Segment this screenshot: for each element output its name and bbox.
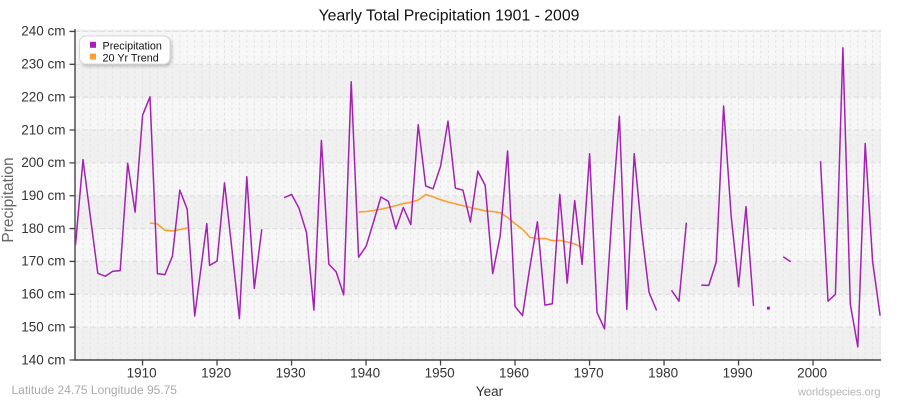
- svg-text:1970: 1970: [574, 366, 604, 381]
- svg-text:1980: 1980: [648, 366, 678, 381]
- svg-text:1990: 1990: [723, 366, 753, 381]
- svg-text:150 cm: 150 cm: [21, 319, 65, 334]
- svg-text:220 cm: 220 cm: [21, 89, 65, 104]
- svg-text:Precipitation: Precipitation: [0, 157, 17, 242]
- svg-text:1930: 1930: [276, 366, 306, 381]
- svg-text:210 cm: 210 cm: [21, 122, 65, 137]
- svg-text:20 Yr Trend: 20 Yr Trend: [103, 53, 159, 65]
- svg-text:140 cm: 140 cm: [21, 352, 65, 367]
- svg-text:1960: 1960: [499, 366, 529, 381]
- svg-text:190 cm: 190 cm: [21, 188, 65, 203]
- svg-text:Yearly Total Precipitation 190: Yearly Total Precipitation 1901 - 2009: [319, 8, 580, 25]
- svg-text:2000: 2000: [797, 366, 827, 381]
- svg-text:240 cm: 240 cm: [21, 24, 65, 39]
- svg-text:1950: 1950: [425, 366, 455, 381]
- svg-text:160 cm: 160 cm: [21, 287, 65, 302]
- svg-text:Precipitation: Precipitation: [103, 41, 162, 53]
- svg-text:180 cm: 180 cm: [21, 221, 65, 236]
- svg-text:170 cm: 170 cm: [21, 254, 65, 269]
- svg-text:1940: 1940: [350, 366, 380, 381]
- svg-text:1920: 1920: [201, 366, 231, 381]
- svg-text:230 cm: 230 cm: [21, 57, 65, 72]
- svg-text:Latitude 24.75 Longitude 95.75: Latitude 24.75 Longitude 95.75: [12, 383, 178, 397]
- svg-text:1910: 1910: [127, 366, 157, 381]
- svg-text:200 cm: 200 cm: [21, 155, 65, 170]
- svg-text:worldspecies.org: worldspecies.org: [797, 387, 881, 399]
- svg-text:Year: Year: [476, 384, 504, 399]
